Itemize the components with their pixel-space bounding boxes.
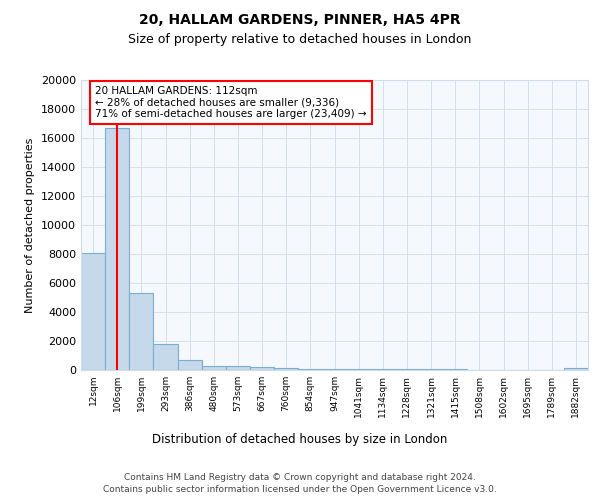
Bar — [347, 369, 371, 370]
Bar — [154, 344, 178, 370]
Bar — [178, 360, 202, 370]
Bar — [202, 366, 226, 370]
Text: Size of property relative to detached houses in London: Size of property relative to detached ho… — [128, 32, 472, 46]
Bar — [298, 368, 322, 370]
Text: 20, HALLAM GARDENS, PINNER, HA5 4PR: 20, HALLAM GARDENS, PINNER, HA5 4PR — [139, 12, 461, 26]
Bar — [105, 128, 129, 370]
Text: 20 HALLAM GARDENS: 112sqm
← 28% of detached houses are smaller (9,336)
71% of se: 20 HALLAM GARDENS: 112sqm ← 28% of detac… — [95, 86, 367, 119]
Bar — [226, 366, 250, 370]
Bar — [322, 369, 347, 370]
Y-axis label: Number of detached properties: Number of detached properties — [25, 138, 35, 312]
Bar — [274, 368, 298, 370]
Bar — [564, 368, 588, 370]
Text: Distribution of detached houses by size in London: Distribution of detached houses by size … — [152, 432, 448, 446]
Bar — [371, 369, 395, 370]
Text: Contains HM Land Registry data © Crown copyright and database right 2024.: Contains HM Land Registry data © Crown c… — [124, 472, 476, 482]
Bar — [250, 368, 274, 370]
Bar — [81, 252, 105, 370]
Text: Contains public sector information licensed under the Open Government Licence v3: Contains public sector information licen… — [103, 485, 497, 494]
Bar — [129, 293, 154, 370]
